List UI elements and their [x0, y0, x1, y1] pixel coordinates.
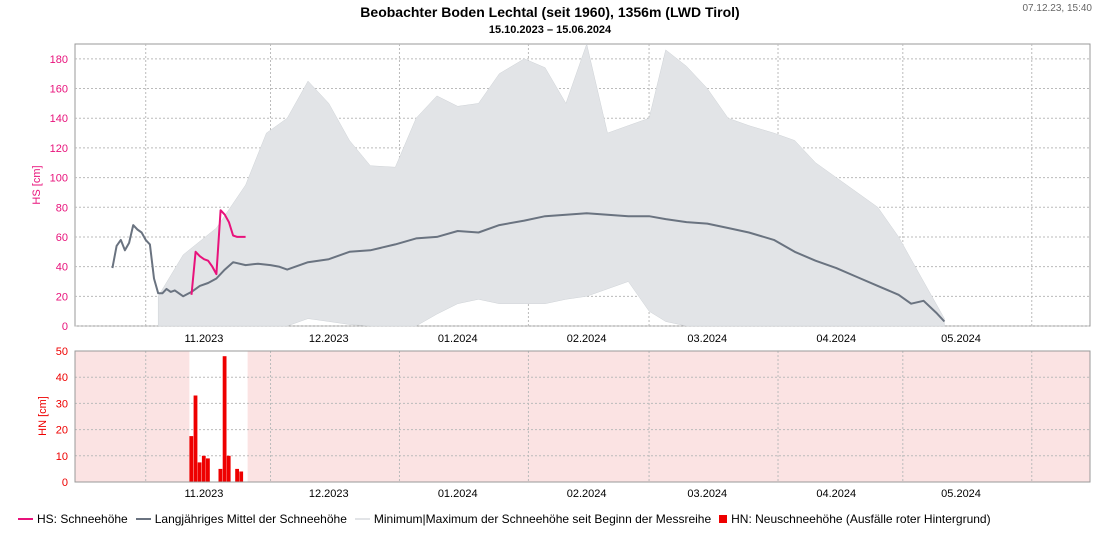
- hn-x-tick-label: 05.2024: [941, 488, 981, 500]
- hs-y-tick-label: 40: [56, 262, 68, 274]
- snow-depth-line: [190, 209, 246, 295]
- hn-x-tick-label: 01.2024: [438, 488, 478, 500]
- hn-y-tick-label: 10: [56, 451, 68, 463]
- hs-x-tick-label: 02.2024: [567, 333, 607, 345]
- hn-y-axis-label: HN [cm]: [37, 396, 49, 436]
- legend-item-hn: HN: Neuschneehöhe (Ausfälle roter Hinter…: [719, 512, 991, 526]
- hs-y-tick-label: 60: [56, 232, 68, 244]
- legend-label-hs: HS: Schneehöhe: [37, 512, 128, 526]
- hs-y-ticks: 0 20 40 60 80 100 120 140 160 180: [50, 54, 68, 333]
- hn-x-tick-label: 02.2024: [567, 488, 607, 500]
- legend-label-hn: HN: Neuschneehöhe (Ausfälle roter Hinter…: [731, 512, 991, 526]
- hn-panel: 0 10 20 30 40 50 11.2023 12.2023 01.2024 02.2024…: [37, 346, 1091, 500]
- hs-x-tick-label: 12.2023: [309, 333, 349, 345]
- hs-panel: 0 20 40 60 80 100 120 140 160 180 11.2023 12.2023 0…: [31, 43, 1091, 345]
- hs-x-tick-label: 05.2024: [941, 333, 981, 345]
- min-max-range-band: [157, 43, 945, 327]
- legend-item-mean: Langjähriges Mittel der Schneehöhe: [135, 512, 347, 526]
- hn-plot-frame: [74, 350, 1091, 483]
- hs-y-tick-label: 0: [62, 321, 68, 333]
- hs-x-tick-label: 03.2024: [687, 333, 727, 345]
- hn-bar: [226, 455, 231, 482]
- legend-item-hs: HS: Schneehöhe: [18, 512, 128, 526]
- hs-x-tick-label: 04.2024: [816, 333, 856, 345]
- chart-subtitle: 15.10.2023 – 15.06.2024: [488, 24, 612, 36]
- hs-y-tick-label: 80: [56, 202, 68, 214]
- hs-x-ticks: 11.2023 12.2023 01.2024 02.2024 03.2024 04.20…: [184, 333, 980, 345]
- hn-x-tick-label: 11.2023: [184, 488, 223, 500]
- legend-swatch-hn: [719, 515, 728, 523]
- legend-swatch-range: [354, 518, 370, 520]
- hs-y-tick-label: 180: [50, 54, 68, 66]
- hn-bar: [222, 356, 227, 482]
- hs-y-tick-label: 140: [50, 113, 68, 125]
- legend-label-mean: Langjähriges Mittel der Schneehöhe: [154, 512, 347, 526]
- hs-y-tick-label: 20: [56, 291, 68, 303]
- legend-swatch-hs: [18, 518, 33, 520]
- legend-label-range: Minimum|Maximum der Schneehöhe seit Begi…: [373, 512, 712, 526]
- hs-y-axis-label: HS [cm]: [31, 165, 43, 204]
- hs-y-tick-label: 160: [50, 84, 68, 96]
- hn-y-tick-label: 30: [56, 398, 68, 410]
- hn-y-ticks: 0 10 20 30 40 50: [56, 346, 68, 489]
- hn-bars: [189, 356, 244, 482]
- hn-x-tick-label: 03.2024: [687, 488, 727, 500]
- timestamp: 07.12.23, 15:40: [1022, 3, 1092, 14]
- hn-x-tick-label: 12.2023: [309, 488, 349, 500]
- hs-x-tick-label: 11.2023: [184, 333, 223, 345]
- hn-bar: [197, 462, 202, 482]
- hn-y-tick-label: 50: [56, 346, 68, 358]
- hn-bar: [235, 468, 239, 482]
- hn-bar: [193, 395, 198, 482]
- hs-x-tick-label: 01.2024: [438, 333, 478, 345]
- hs-y-tick-label: 120: [50, 143, 68, 155]
- hn-bar: [201, 455, 206, 482]
- hn-y-tick-label: 20: [56, 425, 68, 437]
- hn-y-tick-label: 40: [56, 372, 68, 384]
- chart-title: Beobachter Boden Lechtal (seit 1960), 13…: [360, 4, 740, 20]
- legend-item-range: Minimum|Maximum der Schneehöhe seit Begi…: [354, 512, 712, 526]
- legend-swatch-mean: [135, 518, 151, 520]
- hn-x-tick-label: 04.2024: [816, 488, 856, 500]
- hn-y-tick-label: 0: [62, 477, 68, 489]
- mean-snow-depth-line: [111, 212, 946, 323]
- hs-lines: [111, 209, 946, 323]
- hn-bar: [206, 458, 210, 482]
- hn-bar: [189, 436, 194, 482]
- hn-bar: [218, 468, 223, 482]
- hn-bar: [239, 471, 244, 482]
- hn-x-ticks: 11.2023 12.2023 01.2024 02.2024 03.2024 04.20…: [184, 488, 980, 500]
- hn-observed-period: [189, 351, 248, 482]
- hs-y-tick-label: 100: [50, 173, 68, 185]
- legend: HS: Schneehöhe Langjähriges Mittel der S…: [18, 512, 999, 526]
